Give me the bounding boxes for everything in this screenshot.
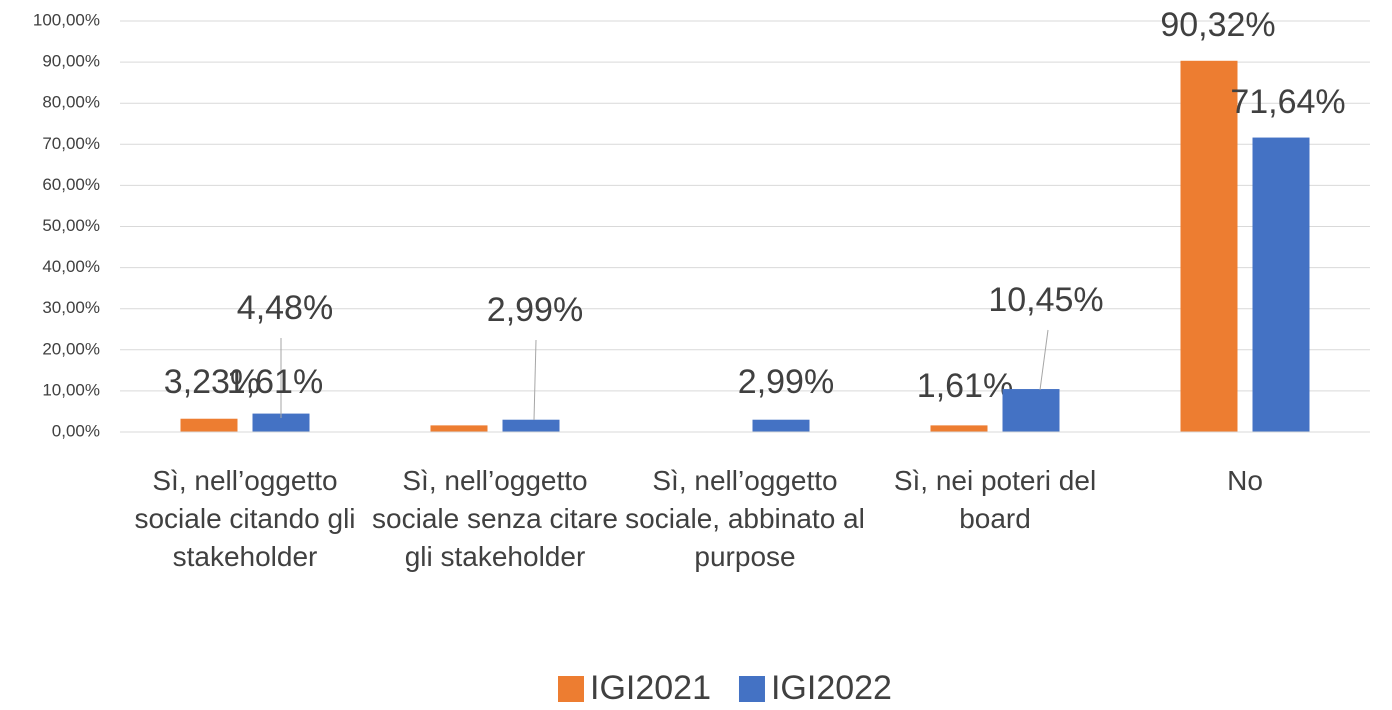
legend-swatch <box>738 676 765 702</box>
leader-line <box>1039 329 1049 391</box>
data-label: 90,32% <box>1160 6 1275 44</box>
y-tick-label: 10,00% <box>42 380 100 399</box>
data-label: 71,64% <box>1230 83 1345 121</box>
data-label: 3,23% <box>164 363 260 401</box>
bar <box>1180 60 1238 433</box>
bar <box>752 419 810 432</box>
bar <box>180 418 238 432</box>
x-tick-label: Sì, nei poteri del board <box>893 465 1097 534</box>
x-tick-label: No <box>1227 465 1263 496</box>
data-label: 4,48% <box>237 289 333 327</box>
y-tick-label: 80,00% <box>42 93 100 112</box>
bar <box>930 425 988 432</box>
x-tick-label: Sì, nell’oggetto sociale, abbinato al pu… <box>625 465 865 572</box>
y-tick-label: 70,00% <box>42 134 100 153</box>
data-label: 10,45% <box>988 281 1103 319</box>
y-tick-label: 50,00% <box>42 216 100 235</box>
bar <box>430 425 488 432</box>
y-tick-label: 30,00% <box>42 298 100 317</box>
legend-label: IGI2021 <box>590 669 711 707</box>
legend-swatch <box>558 676 584 702</box>
bar <box>252 413 310 432</box>
bar <box>502 419 560 432</box>
y-tick-label: 100,00% <box>33 10 100 29</box>
y-tick-label: 0,00% <box>52 421 100 440</box>
legend-label: IGI2022 <box>771 669 892 707</box>
data-label: 2,99% <box>738 363 834 401</box>
data-label: 1,61% <box>917 367 1013 405</box>
y-tick-label: 40,00% <box>42 257 100 276</box>
x-tick-label: Sì, nell’oggetto sociale citando gli sta… <box>134 465 356 572</box>
y-tick-label: 90,00% <box>42 52 100 71</box>
x-tick-label: Sì, nell’oggetto sociale senza citare gl… <box>372 465 618 572</box>
y-tick-label: 20,00% <box>42 339 100 358</box>
data-label: 2,99% <box>487 291 583 329</box>
data-label: 1,61% <box>227 363 323 401</box>
bar <box>1252 137 1310 432</box>
leader-line <box>533 339 537 421</box>
bar <box>1002 389 1060 432</box>
y-tick-label: 60,00% <box>42 175 100 194</box>
